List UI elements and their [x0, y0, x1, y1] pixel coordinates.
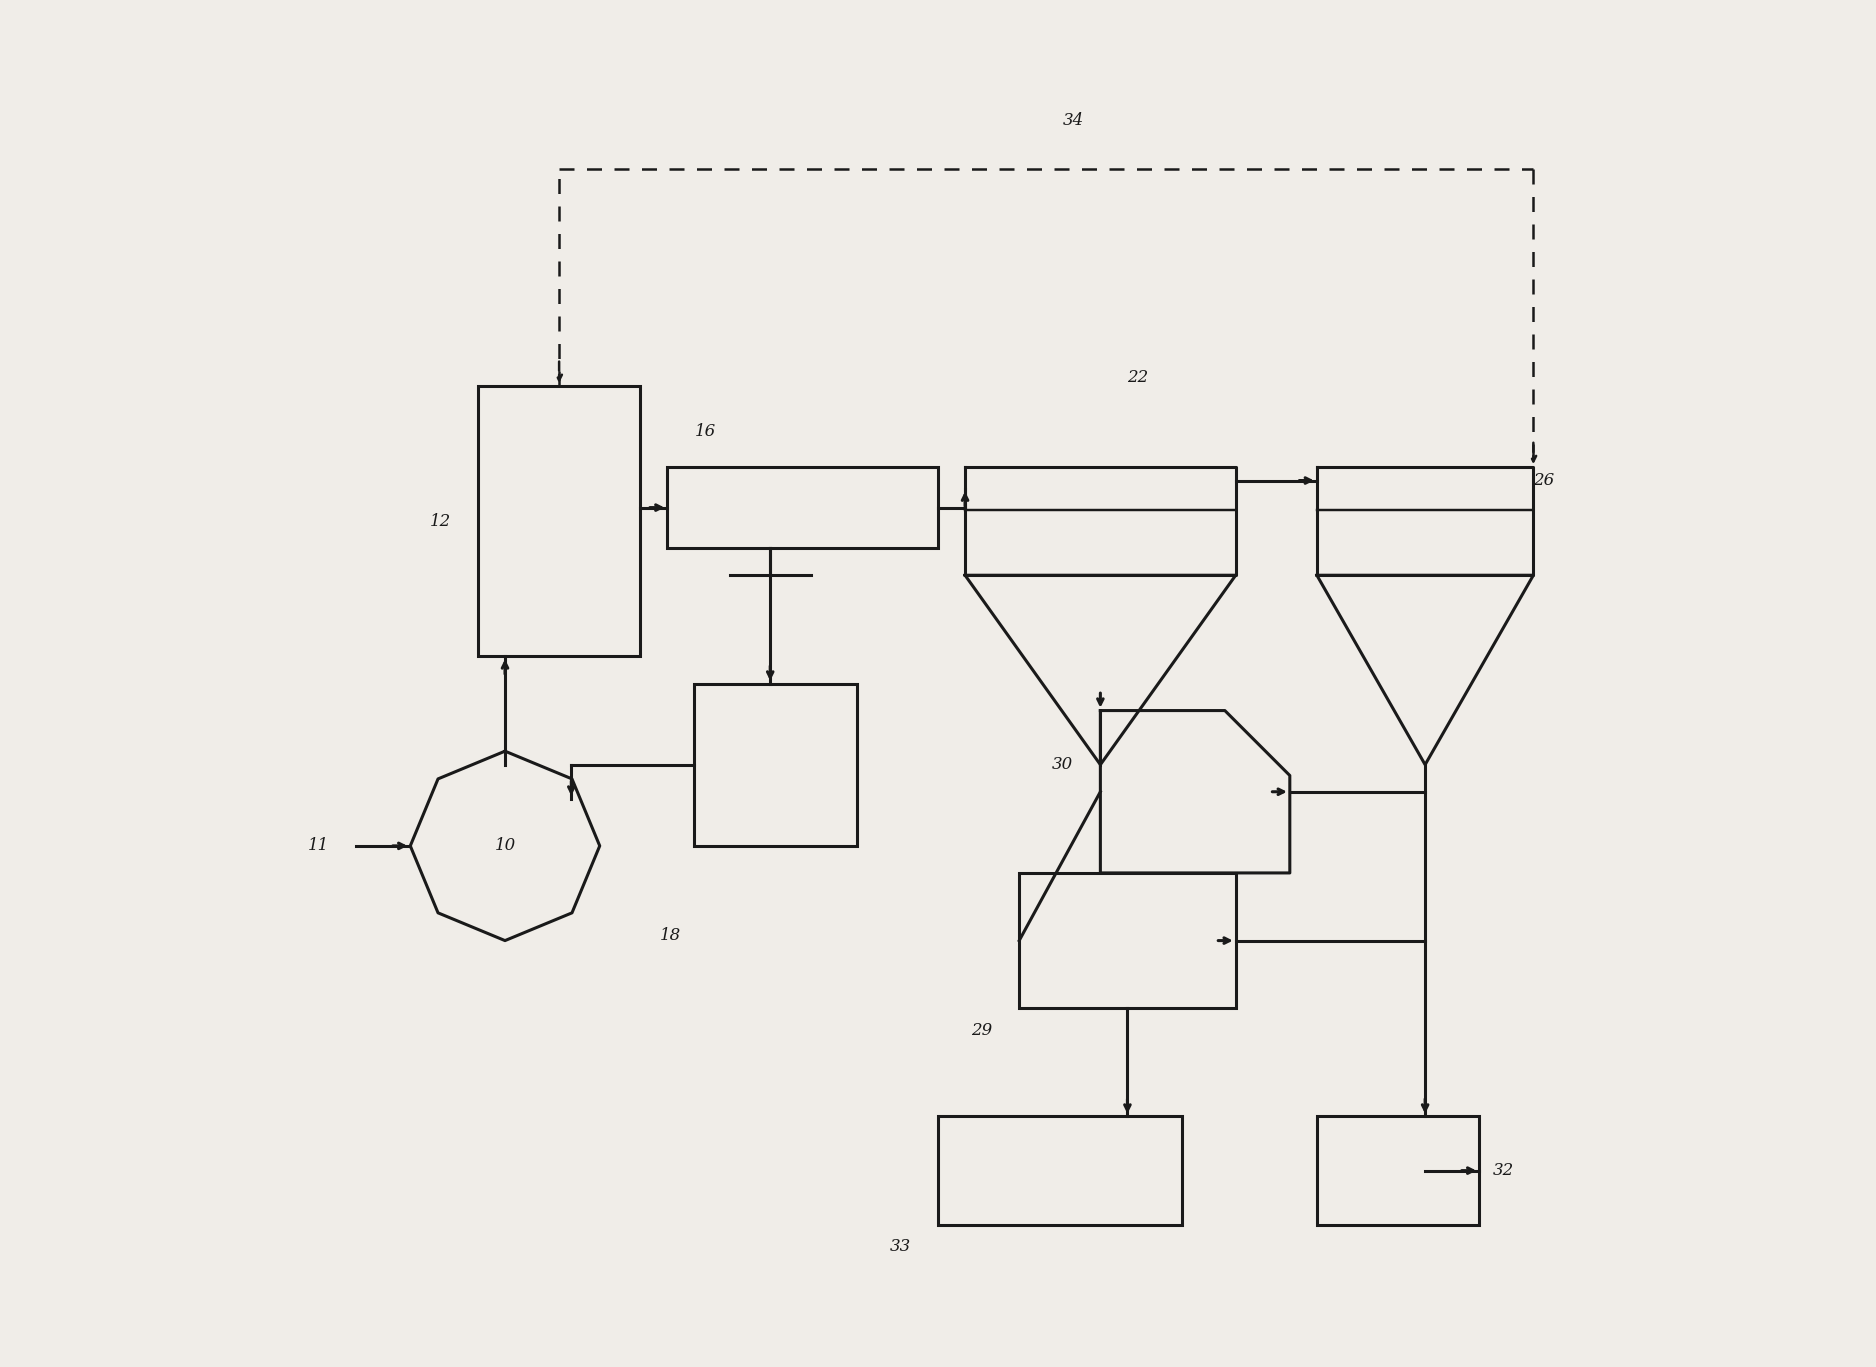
Text: 26: 26: [1533, 472, 1555, 489]
Text: 11: 11: [308, 838, 328, 854]
Bar: [668, 468, 938, 548]
Bar: [1317, 1117, 1480, 1225]
Text: 22: 22: [1127, 369, 1148, 385]
Bar: [478, 385, 640, 656]
Text: 18: 18: [660, 927, 681, 945]
Text: 34: 34: [1062, 112, 1084, 128]
Bar: [1019, 874, 1236, 1009]
Text: 30: 30: [1052, 756, 1073, 774]
Bar: [938, 1117, 1182, 1225]
Text: 33: 33: [889, 1239, 912, 1255]
Text: 12: 12: [430, 513, 450, 529]
Bar: [694, 684, 857, 846]
Text: 10: 10: [495, 838, 516, 854]
Text: 16: 16: [694, 422, 715, 440]
Text: 32: 32: [1493, 1162, 1514, 1180]
Text: 29: 29: [972, 1021, 992, 1039]
